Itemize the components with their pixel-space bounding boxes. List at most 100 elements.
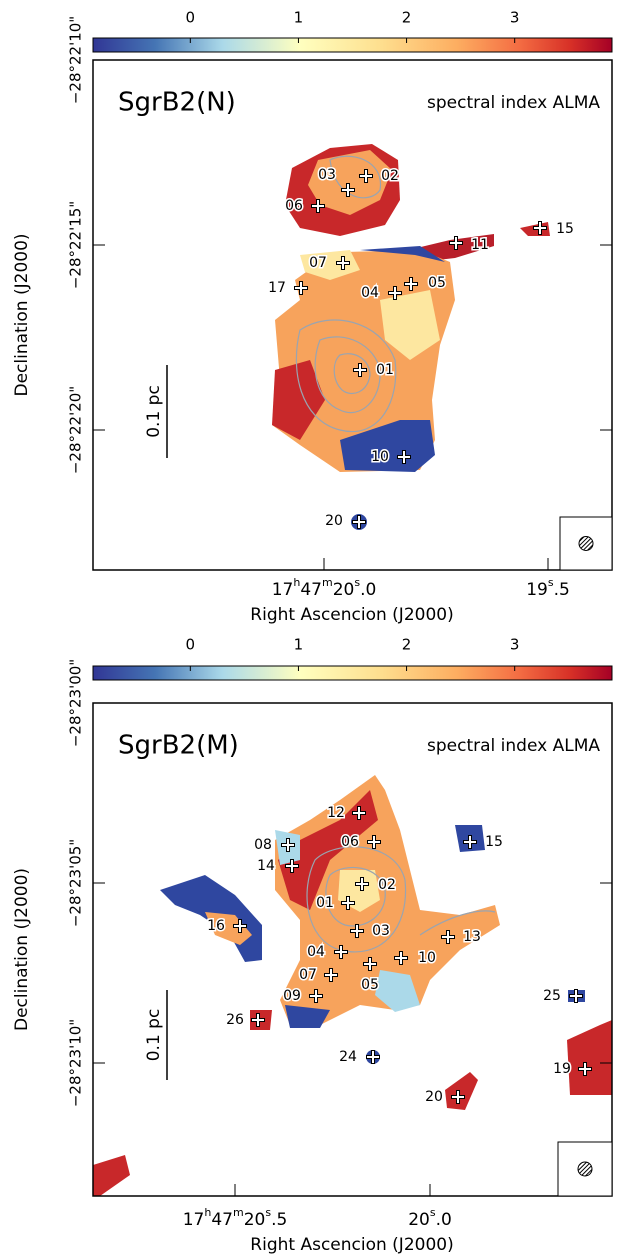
x-tick-unit: h — [204, 1206, 211, 1219]
source-label: 09 — [283, 988, 301, 1004]
source-marker — [337, 257, 349, 269]
source-label: 13 — [463, 929, 481, 945]
source-marker — [312, 200, 324, 212]
source-marker — [452, 1091, 464, 1103]
y-axis-label: Declination (J2000) — [12, 868, 32, 1031]
source-marker — [367, 1051, 379, 1063]
source-marker — [325, 969, 337, 981]
x-tick-label: 17h47m20s.5 — [183, 1206, 288, 1230]
x-tick-unit: m — [322, 576, 333, 589]
panel-label: spectral index ALMA — [427, 93, 600, 113]
source-marker — [570, 990, 582, 1002]
source-marker — [389, 287, 401, 299]
source-label: 16 — [207, 918, 225, 934]
map — [272, 144, 550, 530]
y-tick-label: −28°23'05" — [67, 839, 85, 927]
x-tick-label: 20s.0 — [408, 1206, 452, 1230]
source-marker — [395, 952, 407, 964]
y-tick-label: −28°23'10" — [67, 1019, 85, 1107]
source-label: 25 — [543, 988, 561, 1004]
x-tick-number: 47 — [300, 580, 322, 600]
colorbar-tick-label: 1 — [294, 9, 304, 27]
panel-title: SgrB2(N) — [118, 88, 236, 118]
source-label: 02 — [381, 168, 399, 184]
source-label: 12 — [327, 805, 345, 821]
x-tick-number: 20 — [244, 1210, 266, 1230]
x-axis-label: Right Ascencion (J2000) — [250, 1235, 453, 1255]
x-axis-label: Right Ascencion (J2000) — [250, 605, 453, 625]
source-marker — [354, 364, 366, 376]
source-label: 11 — [471, 237, 489, 253]
source-marker — [252, 1014, 264, 1026]
source-marker — [360, 170, 372, 182]
source-label: 08 — [254, 837, 272, 853]
source-marker — [286, 860, 298, 872]
colorbar-tick-label: 3 — [510, 636, 520, 654]
frame — [92, 702, 613, 1197]
x-tick-number: 17 — [272, 580, 294, 600]
x-tick-number: .5 — [271, 1210, 287, 1230]
source-marker — [450, 237, 462, 249]
y-tick-label: −28°22'10" — [67, 16, 85, 104]
colorbar-tick-label: 3 — [510, 9, 520, 27]
source-label: 06 — [285, 198, 303, 214]
source-label: 07 — [299, 967, 317, 983]
source-marker — [534, 222, 546, 234]
source-label: 17 — [268, 280, 286, 296]
colorbar — [92, 665, 613, 681]
x-tick-unit: s — [548, 576, 554, 589]
source-marker — [353, 516, 365, 528]
x-tick-label: 17h47m20s.0 — [272, 576, 377, 600]
source-marker — [342, 897, 354, 909]
source-marker — [335, 946, 347, 958]
source-label: 03 — [318, 167, 336, 183]
x-tick-number: 20 — [408, 1210, 430, 1230]
source-label: 15 — [485, 834, 503, 850]
source-label: 05 — [428, 275, 446, 291]
source-label: 05 — [361, 977, 379, 993]
y-axis-label: Declination (J2000) — [12, 233, 32, 396]
source-marker — [368, 836, 380, 848]
source-marker — [234, 920, 246, 932]
source-marker — [351, 925, 363, 937]
colorbar-tick-label: 0 — [186, 636, 196, 654]
y-tick-label: −28°22'15" — [67, 201, 85, 289]
source-label: 15 — [556, 221, 574, 237]
source-marker — [342, 184, 354, 196]
colorbar-tick-label: 2 — [402, 636, 412, 654]
source-marker — [398, 451, 410, 463]
scale-bar-label: 0.1 pc — [144, 1009, 164, 1062]
beam — [577, 1161, 593, 1177]
x-tick-number: 47 — [211, 1210, 233, 1230]
x-tick-number: .5 — [554, 580, 570, 600]
x-tick-number: .0 — [360, 580, 376, 600]
source-label: 10 — [418, 950, 436, 966]
y-tick-label: −28°23'00" — [67, 659, 85, 747]
scale-bar-label: 0.1 pc — [144, 385, 164, 438]
colorbar-tick-label: 0 — [186, 9, 196, 27]
source-label: 24 — [339, 1049, 357, 1065]
x-tick-number: 20 — [333, 580, 355, 600]
source-label: 01 — [316, 895, 334, 911]
beam — [578, 536, 594, 551]
source-label: 03 — [372, 923, 390, 939]
colorbar-tick-label: 1 — [294, 636, 304, 654]
source-marker — [295, 282, 307, 294]
source-label: 20 — [425, 1089, 443, 1105]
source-marker — [282, 839, 294, 851]
x-tick-number: 19 — [526, 580, 548, 600]
source-label: 02 — [378, 877, 396, 893]
source-marker — [364, 958, 376, 970]
source-label: 01 — [376, 362, 394, 378]
x-tick-unit: s — [354, 576, 360, 589]
source-marker — [442, 931, 454, 943]
x-tick-unit: m — [233, 1206, 244, 1219]
map — [93, 775, 612, 1196]
source-label: 19 — [553, 1061, 571, 1077]
source-label: 14 — [257, 858, 275, 874]
source-label: 10 — [371, 449, 389, 465]
source-marker — [579, 1063, 591, 1075]
source-marker — [356, 878, 368, 890]
panel-title: SgrB2(M) — [118, 731, 239, 761]
